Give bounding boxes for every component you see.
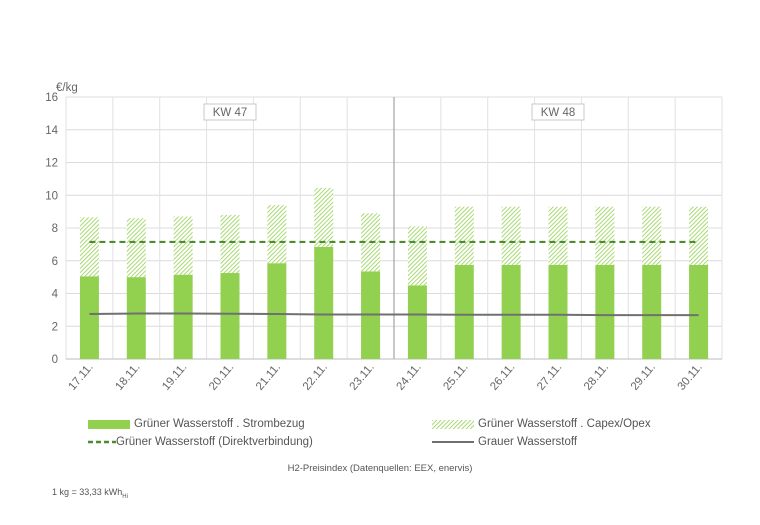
y-tick-label: 14 <box>45 125 58 137</box>
x-tick-label: 28.11. <box>582 361 611 393</box>
bar-strombezug <box>267 263 287 359</box>
x-tick-label: 30.11. <box>676 361 705 393</box>
x-tick-label: 17.11. <box>67 361 96 393</box>
footnote-sub: Hi <box>122 493 128 500</box>
y-axis-label: €/kg <box>56 82 78 94</box>
bar-capex-opex <box>454 206 474 265</box>
legend-item-direkt: Grüner Wasserstoff (Direktverbindung) <box>88 436 313 448</box>
legend-item-strombezug: Grüner Wasserstoff . Strombezug <box>88 418 305 430</box>
bar-strombezug <box>314 246 334 359</box>
bar-strombezug <box>501 264 521 359</box>
week-label-box <box>203 103 257 121</box>
legend-item-grau: Grauer Wasserstoff <box>432 436 577 448</box>
bar-strombezug <box>79 276 99 359</box>
x-tick-label: 23.11. <box>348 361 377 393</box>
week-label-box <box>531 103 585 121</box>
x-tick-label: 29.11. <box>629 361 658 393</box>
bar-strombezug <box>407 285 427 359</box>
bar-capex-opex <box>126 218 146 278</box>
legend-swatch-strombezug <box>88 419 130 429</box>
bar-strombezug <box>454 264 474 359</box>
bar-capex-opex <box>548 206 568 265</box>
legend-label: Grüner Wasserstoff . Strombezug <box>134 418 305 430</box>
bar-capex-opex <box>79 217 99 277</box>
bar-strombezug <box>126 277 146 359</box>
x-tick-label: 19.11. <box>160 361 189 393</box>
legend-label: Grauer Wasserstoff <box>478 436 578 448</box>
bar-capex-opex <box>642 206 662 265</box>
bar-strombezug <box>689 264 709 359</box>
bar-capex-opex <box>689 206 709 265</box>
bar-strombezug <box>173 274 193 359</box>
x-tick-label: 18.11. <box>113 361 142 393</box>
y-tick-label: 0 <box>52 354 58 366</box>
bar-strombezug <box>548 264 568 359</box>
bar-strombezug <box>595 264 615 359</box>
chart-caption: H2-Preisindex (Datenquellen: EEX, enervi… <box>287 463 473 474</box>
bar-capex-opex <box>314 187 334 247</box>
y-tick-label: 4 <box>52 289 59 301</box>
y-tick-label: 10 <box>45 190 58 202</box>
x-tick-label: 24.11. <box>395 361 424 393</box>
footnote-main: 1 kg = 33,33 kWh <box>52 487 123 497</box>
x-tick-label: 22.11. <box>301 361 330 393</box>
y-tick-label: 12 <box>45 158 58 170</box>
week-label: KW 47 <box>213 107 248 119</box>
bar-capex-opex <box>501 206 521 265</box>
x-tick-label: 26.11. <box>488 361 517 393</box>
week-label: KW 48 <box>541 107 576 119</box>
bar-capex-opex <box>173 216 193 275</box>
x-tick-label: 27.11. <box>535 361 564 393</box>
bar-strombezug <box>642 264 662 359</box>
line-grauer-wasserstoff <box>89 312 699 317</box>
legend-item-capex: Grüner Wasserstoff . Capex/Opex <box>432 418 651 430</box>
bar-capex-opex <box>407 226 427 286</box>
x-tick-label: 21.11. <box>254 361 283 393</box>
legend-swatch-capex <box>432 419 474 429</box>
bar-capex-opex <box>595 206 615 265</box>
y-tick-label: 8 <box>52 223 58 235</box>
x-tick-label: 25.11. <box>441 361 470 393</box>
y-tick-label: 6 <box>52 256 58 268</box>
legend-swatch-grau <box>432 441 474 443</box>
footnote: 1 kg = 33,33 kWhHi <box>52 487 128 500</box>
y-tick-label: 16 <box>45 92 58 104</box>
x-tick-label: 20.11. <box>207 361 236 393</box>
bar-capex-opex <box>267 205 287 264</box>
bar-capex-opex <box>220 214 240 274</box>
legend-label: Grüner Wasserstoff (Direktverbindung) <box>116 436 313 448</box>
legend-label: Grüner Wasserstoff . Capex/Opex <box>478 418 651 430</box>
legend-swatch-direkt <box>88 440 116 444</box>
y-tick-label: 2 <box>52 321 58 333</box>
bar-strombezug <box>220 273 240 359</box>
